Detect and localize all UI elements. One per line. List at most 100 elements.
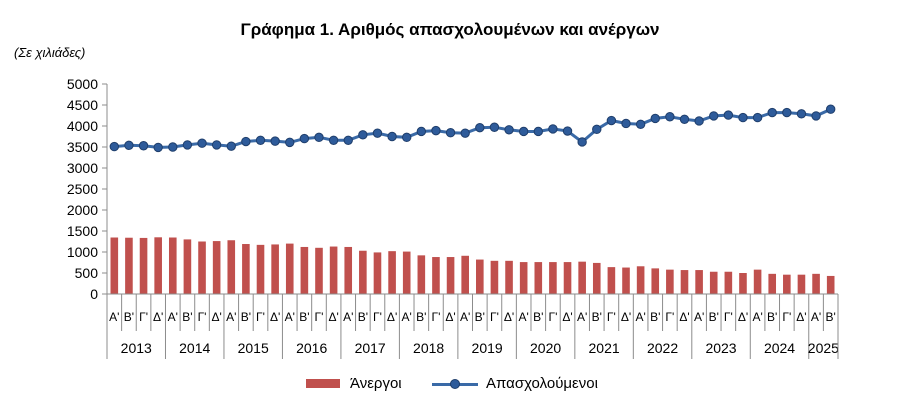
point-employed: [314, 132, 324, 143]
point-employed: [299, 133, 310, 144]
year-label: 2019: [472, 340, 503, 356]
x-tick-label: Δ': [153, 310, 163, 324]
x-tick-label: Β': [299, 310, 309, 324]
point-employed: [606, 115, 617, 126]
point-employed: [811, 111, 821, 121]
point-employed: [270, 136, 280, 146]
x-tick-label: Β': [650, 310, 660, 324]
employed-line: [109, 104, 836, 153]
x-tick-label: Γ': [256, 310, 265, 324]
point-employed: [723, 110, 734, 120]
x-tick-label: Γ': [665, 310, 674, 324]
x-tick-label: Γ': [548, 310, 557, 324]
point-employed: [372, 128, 383, 138]
bar-unemployed: [666, 269, 674, 294]
year-label: 2014: [179, 340, 210, 356]
point-employed: [475, 122, 485, 133]
bar-unemployed: [563, 262, 572, 294]
bar-unemployed: [402, 251, 411, 294]
bar-unemployed: [578, 261, 586, 294]
bar-unemployed: [651, 268, 660, 294]
bar-unemployed: [417, 255, 426, 294]
bar-unemployed: [285, 243, 294, 294]
x-tick-label: Γ': [607, 310, 616, 324]
x-tick-label: Β': [124, 310, 134, 324]
y-axis: 0 500 1000 1500 2000 2500 3000 3500 4000 4500 5000: [67, 76, 108, 302]
point-employed: [621, 118, 631, 129]
unemployed-bars: [110, 237, 835, 294]
point-employed: [709, 111, 719, 121]
x-tick-label: Γ': [724, 310, 733, 324]
x-tick-label: Β': [416, 310, 426, 324]
x-tick-label: Α': [109, 310, 119, 324]
bar-unemployed: [373, 252, 382, 294]
bar-unemployed: [490, 260, 499, 294]
year-label: 2023: [705, 340, 736, 356]
x-tick-label: Δ': [796, 310, 806, 324]
y-tick-label: 1500: [67, 223, 98, 239]
year-label: 2018: [413, 340, 444, 356]
y-tick-label: 0: [90, 286, 98, 302]
bar-unemployed: [797, 274, 806, 294]
y-tick-label: 2500: [67, 181, 98, 197]
x-axis: Α' Β' Γ' Δ' Α' Β' Γ' Δ' Α' Β' Γ' Δ' Α' Β' Γ' Δ' Α' Β' Γ' Δ'…: [106, 293, 839, 359]
x-tick-label: Β': [709, 310, 719, 324]
bar-unemployed: [446, 257, 455, 294]
bar-unemployed: [168, 237, 177, 294]
point-employed: [387, 131, 397, 142]
point-employed: [767, 107, 777, 118]
bar-unemployed: [125, 237, 133, 294]
bar-unemployed: [622, 267, 630, 294]
bar-unemployed: [432, 257, 440, 294]
x-tick-label: Γ': [315, 310, 324, 324]
bar-unemployed: [695, 270, 703, 294]
point-employed: [635, 119, 646, 130]
x-tick-label: Α': [752, 310, 762, 324]
x-tick-label: Β': [826, 310, 836, 324]
bar-unemployed: [739, 273, 747, 294]
point-employed: [665, 112, 675, 122]
bar-unemployed: [461, 255, 469, 294]
x-tick-label: Δ': [211, 310, 221, 324]
bar-unemployed: [198, 241, 206, 294]
bar-unemployed: [680, 270, 689, 294]
y-tick-label: 5000: [67, 76, 98, 92]
x-tick-label: Β': [767, 310, 777, 324]
x-tick-label: Γ': [490, 310, 499, 324]
point-employed: [285, 137, 295, 148]
point-employed: [109, 141, 120, 152]
x-tick-label: Α': [519, 310, 529, 324]
point-employed: [825, 104, 836, 114]
x-tick-label: Α': [577, 310, 587, 324]
year-label: 2021: [589, 340, 620, 356]
bar-unemployed: [768, 273, 777, 294]
x-tick-label: Γ': [431, 310, 440, 324]
bar-unemployed: [110, 237, 119, 294]
bar-unemployed: [636, 266, 645, 294]
point-employed: [445, 128, 456, 138]
point-employed: [241, 136, 251, 147]
x-tick-label: Γ': [782, 310, 791, 324]
bar-unemployed: [183, 239, 192, 294]
bar-unemployed: [534, 262, 543, 294]
bar-unemployed: [505, 260, 513, 294]
bar-unemployed: [300, 246, 309, 294]
point-employed: [358, 130, 368, 140]
bar-unemployed: [359, 250, 367, 294]
x-tick-label: Α': [168, 310, 178, 324]
bar-unemployed: [812, 273, 820, 294]
year-label: 2013: [121, 340, 152, 356]
y-tick-label: 2000: [67, 202, 98, 218]
bar-unemployed: [592, 262, 601, 294]
point-employed: [679, 114, 690, 124]
bar-unemployed: [724, 271, 733, 294]
x-tick-label: Δ': [562, 310, 572, 324]
legend: Άνεργοι Απασχολούμενοι: [0, 369, 900, 399]
bar-unemployed: [826, 275, 835, 294]
point-employed: [738, 112, 748, 123]
point-employed: [650, 113, 660, 124]
x-tick-label: Δ': [738, 310, 748, 324]
x-tick-label: Β': [475, 310, 485, 324]
point-employed: [431, 125, 441, 136]
x-tick-label: Α': [635, 310, 645, 324]
